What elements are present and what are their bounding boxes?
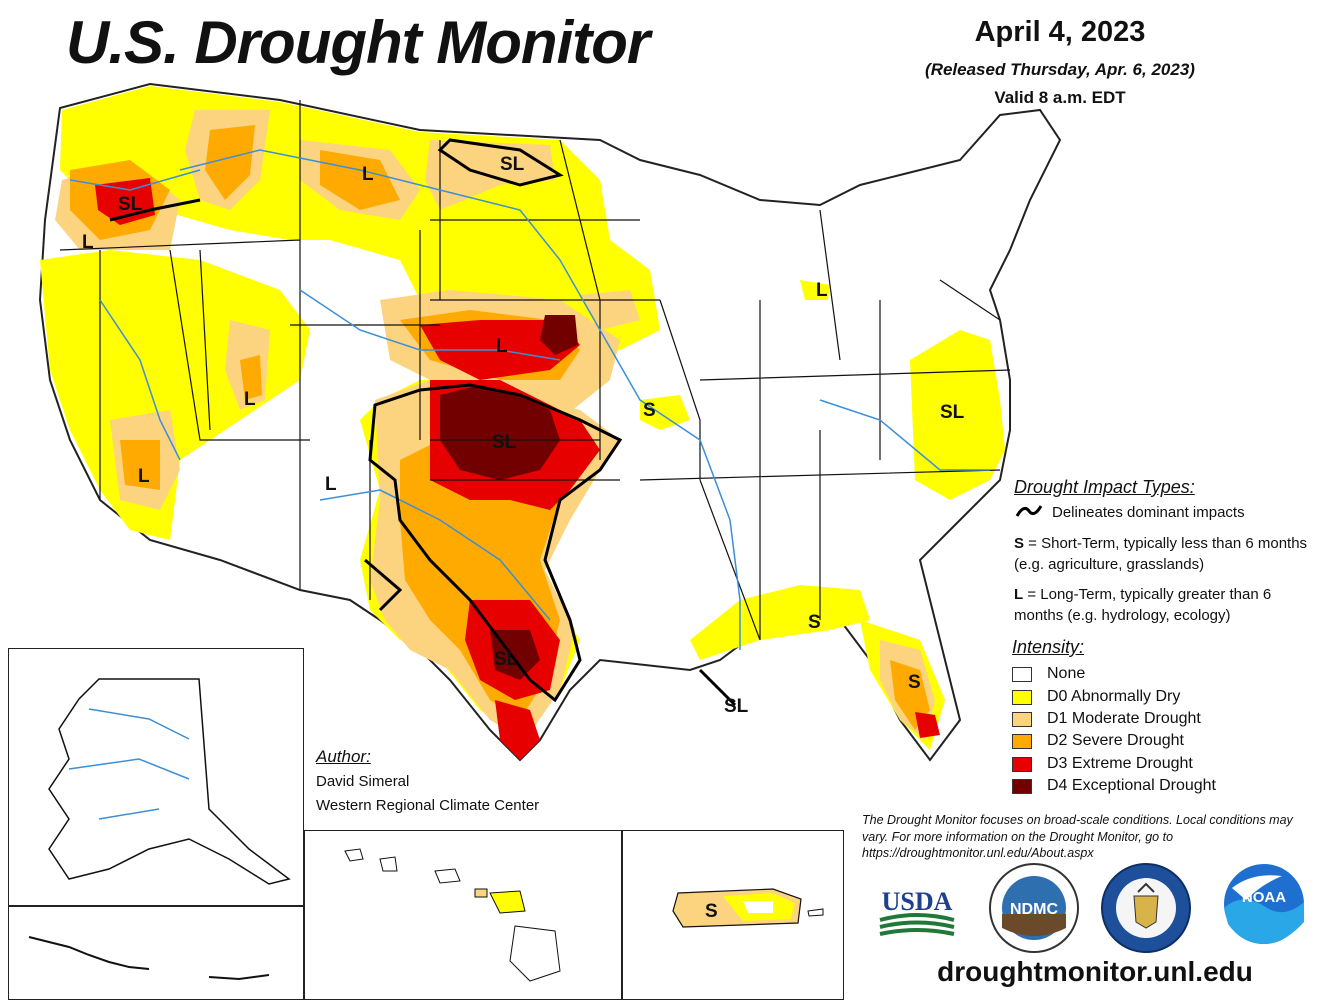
label-nm: L [325,474,337,495]
legend-d4: D4 Exceptional Drought [1012,776,1216,796]
noaa-logo-text: NOAA [1242,889,1286,906]
legend-d1: D1 Moderate Drought [1012,709,1201,729]
aleutians-map [28,936,270,981]
author-name: David Simeral [316,773,410,790]
legend-label: D4 Exceptional Drought [1047,777,1216,794]
label-nv-ca: L [138,466,150,487]
legend-label: D1 Moderate Drought [1047,710,1201,727]
map-title: U.S. Drought Monitor [66,9,650,76]
legend-swatch [1012,778,1032,794]
usda-logo: USDA [879,887,955,936]
legend-d3: D3 Extreme Drought [1012,754,1193,774]
hawaii-map [344,848,561,982]
delineation-line-icon [1015,505,1043,517]
usda-logo-text: USDA [882,887,953,916]
legend-label: None [1047,665,1086,682]
long-term-description: L = Long-Term, typically greater than 6 … [1014,584,1314,626]
legend-swatch [1012,689,1032,705]
legend-label: D3 Extreme Drought [1047,755,1193,772]
label-mt: L [362,164,374,185]
ndmc-logo: NDMC [989,863,1079,953]
label-la: SL [724,696,749,717]
label-ut: L [244,389,256,410]
label-ks-ok: SL [492,432,517,453]
puerto-rico-map: S [672,888,824,928]
noaa-logo: NOAA [1224,864,1304,944]
impact-types-heading: Drought Impact Types: [1014,477,1195,497]
impact-labels: SL L L SL L L SL S SL L L L SL SL S S [82,154,965,717]
label-wa-or: SL [118,194,143,215]
aleutians-inset [8,906,304,1000]
label-va: SL [940,402,965,423]
impact-boundaries [109,138,737,707]
rivers [69,149,990,650]
short-term-text: = Short-Term, typically less than 6 mont… [1014,535,1308,573]
label-or-sw: L [82,232,94,253]
author-organization: Western Regional Climate Center [316,797,540,814]
impact-delineates-text: Delineates dominant impacts [1052,504,1245,521]
puerto-rico-inset: S [622,830,844,1000]
long-term-text: = Long-Term, typically greater than 6 mo… [1014,586,1272,624]
hawaii-inset [304,830,622,1000]
label-al: S [808,612,821,633]
website-url[interactable]: droughtmonitor.unl.edu [937,956,1253,987]
legend-swatch [1012,756,1032,772]
release-date: (Released Thursday, Apr. 6, 2023) [925,60,1195,79]
legend-swatch [1012,666,1032,682]
alaska-inset [8,648,304,906]
short-term-description: S = Short-Term, typically less than 6 mo… [1014,533,1314,575]
label-mo: S [643,400,656,421]
label-mi: L [816,280,828,301]
map-date: April 4, 2023 [974,16,1146,48]
disclaimer-text: The Drought Monitor focuses on broad-sca… [862,813,1293,860]
ndmc-logo-text: NDMC [1010,901,1058,918]
intensity-heading: Intensity: [1012,637,1085,657]
legend-d2: D2 Severe Drought [1012,731,1184,751]
legend-swatch [1012,733,1032,749]
valid-time: Valid 8 a.m. EDT [994,88,1126,107]
legend-swatch [1012,711,1032,727]
label-tx: SL [494,649,519,670]
alaska-map [48,678,291,885]
label-ne: L [496,336,508,357]
long-term-key: L [1014,586,1024,603]
author-heading: Author: [316,747,371,766]
legend-label: D0 Abnormally Dry [1047,688,1181,705]
state-boundaries [59,100,1011,641]
label-fl: S [908,672,921,693]
legend-none: None [1012,664,1085,684]
legend-label: D2 Severe Drought [1047,732,1184,749]
label-nd: SL [500,154,525,175]
legend-d0: D0 Abnormally Dry [1012,687,1180,707]
short-term-key: S [1014,535,1025,552]
label-pr: S [705,901,718,922]
commerce-seal-logo [1101,863,1191,953]
